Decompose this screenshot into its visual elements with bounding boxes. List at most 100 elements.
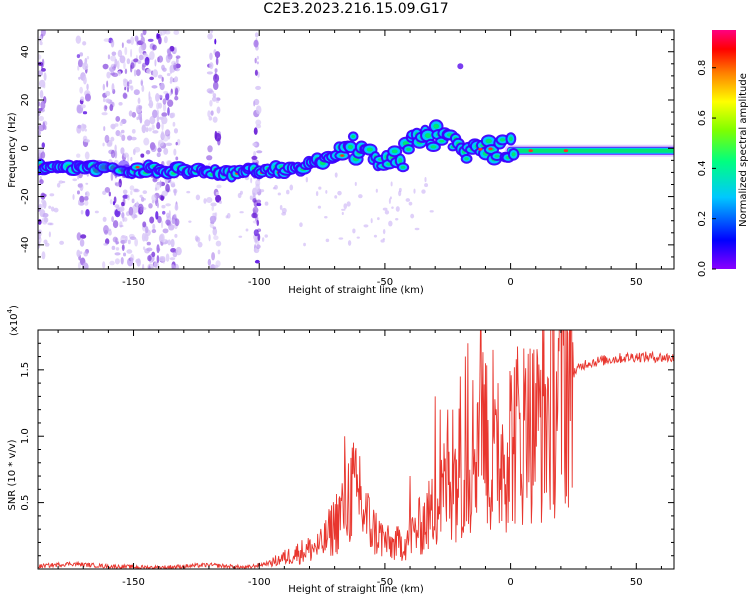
noise-speckle — [252, 206, 259, 214]
noise-speckle — [113, 196, 117, 204]
noise-speckle — [354, 181, 357, 186]
noise-speckle — [101, 112, 108, 116]
noise-speckle — [279, 204, 283, 210]
noise-speckle — [138, 111, 143, 121]
noise-speckle — [116, 206, 120, 210]
noise-speckle — [169, 92, 172, 96]
noise-speckle — [105, 90, 111, 97]
noise-speckle — [83, 251, 89, 257]
noise-speckle — [172, 121, 176, 127]
noise-speckle — [256, 202, 262, 207]
noise-speckle — [174, 204, 179, 211]
noise-speckle — [210, 202, 217, 207]
noise-speckle — [277, 192, 281, 196]
noise-speckle — [156, 255, 160, 264]
noise-speckle — [111, 72, 119, 77]
noise-speckle — [160, 195, 165, 201]
noise-speckle — [38, 107, 43, 112]
noise-speckle — [358, 194, 363, 199]
noise-speckle — [42, 121, 46, 131]
noise-speckle — [80, 104, 86, 109]
noise-speckle — [163, 36, 168, 44]
noise-speckle — [130, 190, 133, 196]
noise-speckle — [152, 109, 158, 119]
noise-speckle — [148, 103, 154, 107]
noise-speckle — [145, 127, 149, 133]
noise-speckle — [162, 30, 167, 34]
noise-speckle — [162, 103, 167, 112]
noise-speckle — [215, 57, 219, 66]
noise-speckle — [213, 73, 220, 83]
noise-speckle — [391, 206, 394, 209]
signal-blob-core — [485, 138, 492, 144]
noise-speckle — [145, 226, 149, 234]
noise-speckle — [384, 210, 390, 215]
noise-speckle — [255, 179, 261, 187]
noise-speckle — [256, 199, 262, 204]
noise-speckle — [127, 154, 130, 163]
x-tick-label: -100 — [248, 577, 271, 588]
noise-speckle — [109, 104, 114, 112]
noise-speckle — [110, 39, 115, 48]
noise-speckle — [169, 76, 174, 83]
noise-speckle — [303, 242, 306, 247]
noise-speckle — [207, 145, 213, 153]
noise-speckle — [53, 207, 59, 213]
noise-speckle — [215, 240, 222, 247]
noise-speckle — [104, 186, 111, 193]
noise-speckle — [103, 242, 108, 246]
noise-speckle — [104, 238, 110, 245]
signal-blob-core — [494, 154, 500, 158]
noise-speckle — [249, 195, 253, 200]
noise-speckle — [299, 222, 303, 228]
noise-speckle — [157, 247, 161, 252]
noise-speckle — [142, 263, 145, 269]
noise-speckle — [103, 97, 106, 103]
noise-speckle — [165, 142, 173, 146]
signal-blob-core — [424, 133, 432, 139]
noise-speckle — [256, 150, 263, 154]
noise-speckle — [388, 198, 391, 204]
noise-speckle — [79, 239, 85, 247]
noise-speckle — [80, 96, 85, 101]
signal-track-layer — [38, 63, 674, 183]
top-y-axis-label: Frequency (Hz) — [7, 112, 18, 188]
noise-speckle — [40, 211, 44, 217]
noise-speckle — [206, 155, 213, 161]
noise-speckle — [151, 229, 157, 234]
noise-speckle — [148, 127, 152, 132]
noise-speckle — [167, 99, 174, 107]
noise-speckle — [156, 114, 160, 123]
noise-speckle — [49, 193, 55, 197]
noise-speckle — [208, 116, 213, 121]
noise-speckle — [129, 236, 137, 241]
noise-speckle — [119, 55, 126, 64]
noise-speckle — [38, 130, 41, 136]
noise-speckle — [398, 190, 402, 197]
noise-speckle — [256, 244, 261, 249]
noise-speckle — [156, 102, 160, 110]
noise-speckle — [123, 252, 127, 257]
noise-speckle — [218, 200, 223, 204]
y-tick-label: 20 — [20, 94, 31, 107]
noise-speckle — [140, 153, 145, 158]
noise-speckle — [167, 107, 170, 116]
noise-speckle — [173, 78, 177, 83]
noise-speckle — [212, 116, 218, 123]
noise-speckle — [148, 91, 151, 100]
noise-speckle — [83, 196, 89, 201]
noise-speckle — [106, 80, 109, 88]
noise-speckle — [255, 119, 262, 126]
noise-speckle — [141, 64, 145, 71]
x-tick-label: -100 — [248, 277, 271, 288]
noise-speckle — [108, 191, 111, 197]
noise-speckle — [264, 201, 269, 206]
noise-speckle — [188, 220, 192, 223]
x-tick-label: -150 — [122, 577, 145, 588]
noise-speckle — [84, 192, 88, 196]
noise-speckle — [289, 184, 294, 191]
noise-speckle — [175, 141, 178, 146]
noise-speckle — [138, 105, 143, 110]
noise-speckle — [281, 207, 287, 214]
noise-speckle — [252, 192, 256, 198]
